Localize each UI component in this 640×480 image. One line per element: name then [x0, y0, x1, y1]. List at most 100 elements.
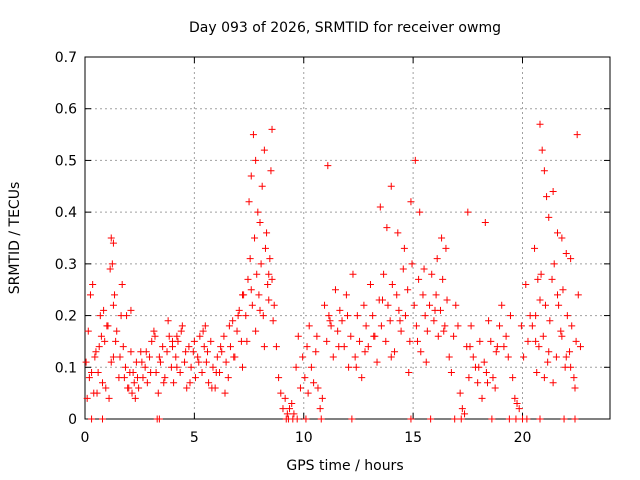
data-point — [366, 281, 374, 289]
data-point — [170, 379, 178, 387]
data-point — [97, 332, 105, 340]
data-point — [397, 327, 405, 335]
data-point — [109, 239, 117, 247]
data-point — [447, 368, 455, 376]
data-point — [370, 332, 378, 340]
data-point — [96, 312, 104, 320]
data-point — [256, 306, 264, 314]
data-point — [524, 337, 532, 345]
data-point — [562, 353, 570, 361]
data-point — [391, 348, 399, 356]
data-point — [504, 353, 512, 361]
data-point — [335, 343, 343, 351]
data-point — [183, 384, 191, 392]
data-point — [488, 415, 496, 423]
data-point — [541, 301, 549, 309]
gridlines — [85, 57, 610, 419]
data-point — [120, 374, 128, 382]
data-point — [247, 286, 255, 294]
data-point — [410, 301, 418, 309]
data-point — [532, 337, 540, 345]
data-point — [544, 358, 552, 366]
data-point — [202, 358, 210, 366]
data-point — [513, 399, 521, 407]
data-point — [198, 368, 206, 376]
data-point — [109, 353, 117, 361]
data-point — [554, 291, 561, 299]
data-point — [116, 353, 124, 361]
y-tick-label: 0.5 — [55, 153, 77, 169]
data-point — [187, 363, 195, 371]
data-point — [405, 368, 413, 376]
y-axis-label: SRMTID / TECUs — [7, 182, 23, 295]
data-point — [379, 296, 386, 304]
data-point — [574, 291, 582, 299]
data-point — [286, 405, 294, 413]
data-point — [432, 291, 440, 299]
data-point — [406, 337, 414, 345]
data-point — [99, 379, 106, 387]
data-point — [329, 353, 337, 361]
data-point — [200, 343, 208, 351]
data-point — [386, 317, 394, 325]
data-point — [412, 322, 420, 330]
data-point — [401, 312, 409, 320]
data-point — [196, 332, 204, 340]
data-point — [443, 296, 451, 304]
data-point — [213, 353, 221, 361]
data-point — [312, 348, 320, 356]
data-point — [430, 317, 438, 325]
data-point — [288, 399, 296, 407]
data-point — [523, 415, 531, 423]
data-point — [420, 265, 428, 273]
data-point — [242, 312, 250, 320]
x-tick-label: 5 — [190, 430, 199, 446]
data-point — [190, 337, 198, 345]
data-point — [225, 322, 233, 330]
y-tick-label: 0.3 — [55, 257, 77, 273]
data-point — [441, 322, 449, 330]
x-tick-label: 20 — [514, 430, 532, 446]
data-point — [384, 301, 392, 309]
data-point — [239, 291, 246, 299]
data-point — [533, 368, 541, 376]
data-point — [531, 244, 539, 252]
data-point — [543, 193, 551, 201]
data-point — [207, 337, 215, 345]
data-point — [383, 224, 391, 232]
y-tick-label: 0.2 — [55, 309, 77, 325]
data-point — [466, 343, 474, 351]
data-point — [233, 327, 241, 335]
data-point — [540, 374, 548, 382]
data-point — [356, 337, 364, 345]
data-point — [496, 322, 504, 330]
y-tick-label: 0.7 — [55, 50, 77, 66]
data-point — [433, 255, 441, 263]
data-point — [515, 405, 523, 413]
data-point — [258, 182, 266, 190]
data-point — [558, 234, 566, 242]
data-point — [536, 120, 544, 128]
data-point — [411, 156, 419, 164]
data-point — [321, 301, 329, 309]
x-tick-label: 0 — [81, 430, 90, 446]
data-point — [438, 234, 446, 242]
data-point — [550, 260, 558, 268]
data-point — [127, 348, 135, 356]
data-point — [505, 415, 513, 423]
data-point — [334, 327, 342, 335]
data-point — [230, 353, 238, 361]
data-point — [373, 358, 381, 366]
data-point — [85, 374, 93, 382]
data-point — [181, 358, 189, 366]
data-point — [275, 374, 283, 382]
data-point — [112, 337, 120, 345]
data-point — [261, 244, 269, 252]
data-point — [407, 198, 415, 206]
data-point — [281, 394, 289, 402]
data-point — [487, 337, 495, 345]
data-point — [554, 229, 561, 237]
data-point — [302, 415, 310, 423]
data-point — [268, 125, 276, 133]
data-point — [118, 281, 126, 289]
